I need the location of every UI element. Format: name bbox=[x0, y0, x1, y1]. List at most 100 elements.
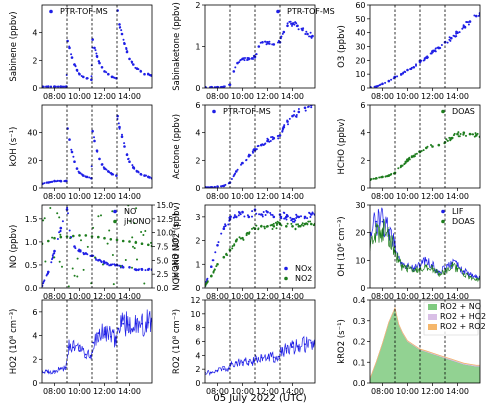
series-no-point bbox=[128, 266, 131, 269]
y-axis-label: Sabinaketone (ppbv) bbox=[172, 2, 182, 91]
x-tick-label: 08:00 bbox=[206, 92, 229, 101]
series-o3-sample bbox=[458, 31, 461, 34]
y-tick-label: 6 bbox=[360, 101, 365, 110]
axes-frame bbox=[369, 104, 481, 189]
x-tick-label: 08:00 bbox=[371, 292, 394, 301]
series-nox-sample bbox=[233, 214, 236, 217]
x-tick-label: 10:00 bbox=[68, 192, 91, 201]
series-doas-sample bbox=[476, 132, 479, 135]
series-koh-sample bbox=[88, 176, 91, 179]
series-no2-sample bbox=[312, 224, 315, 227]
y-tick-label: 2 bbox=[195, 365, 200, 374]
series-koh-sample bbox=[93, 136, 95, 139]
series-o3-sample bbox=[373, 85, 376, 88]
series-ptr-tof-ms-point bbox=[232, 70, 236, 73]
series-jhono-point bbox=[147, 243, 150, 247]
series-doas-sample bbox=[399, 166, 402, 169]
series-o3-sample bbox=[376, 85, 379, 88]
panel-hcho: 08:00 10:00 12:00 14:00 0 2 4 6 HCHO (ppbv) DOAS bbox=[337, 101, 481, 201]
x-tick-label: 10:00 bbox=[231, 387, 254, 396]
x-tick-label: 10:00 bbox=[68, 292, 91, 301]
series-koh-point bbox=[120, 135, 124, 139]
series-no-sample bbox=[82, 251, 85, 254]
axes-frame bbox=[41, 299, 153, 384]
series-no-sample bbox=[86, 253, 89, 256]
series-koh-sample bbox=[126, 153, 129, 156]
series-ptr-tof-ms-sample bbox=[268, 140, 271, 143]
series-ptr-tof-ms-sample bbox=[90, 75, 93, 78]
series-no-sample bbox=[47, 272, 49, 275]
axes-frame bbox=[204, 104, 316, 189]
series-jhono-sample bbox=[129, 220, 132, 223]
series-jhono-sample bbox=[144, 192, 146, 194]
series-ptr-tof-ms-sample bbox=[45, 85, 48, 88]
series-jhono-sample bbox=[44, 260, 47, 263]
series-ptr-tof-ms-sample bbox=[207, 186, 210, 188]
series-nox-point bbox=[216, 244, 219, 247]
series-jhono-sample bbox=[100, 214, 102, 217]
series-ptr-tof-ms-sample bbox=[244, 57, 246, 59]
series-jhono-sample bbox=[150, 241, 152, 244]
plot-area bbox=[205, 20, 314, 88]
y-tick-label: 0 bbox=[360, 284, 365, 293]
series-doas-sample bbox=[380, 176, 383, 178]
series-o3-sample bbox=[415, 64, 417, 67]
series-doas-sample bbox=[412, 154, 415, 157]
series-koh-sample bbox=[64, 179, 67, 182]
series-no2-sample bbox=[265, 225, 268, 228]
series-nox-sample bbox=[293, 220, 296, 223]
series-ptr-tof-ms-sample bbox=[255, 148, 258, 151]
series-nox-sample bbox=[241, 211, 244, 214]
series-no-sample bbox=[78, 249, 81, 251]
series-jhono-sample bbox=[67, 285, 70, 288]
series-no-sample bbox=[53, 250, 56, 253]
series-ho2-point bbox=[47, 371, 50, 374]
series-ptr-tof-ms-sample bbox=[252, 151, 254, 154]
series-ptr-tof-ms-point bbox=[261, 41, 264, 44]
series-doas-point bbox=[412, 270, 415, 273]
series-no2-sample bbox=[280, 224, 283, 227]
y-tick-label: 20 bbox=[355, 229, 365, 238]
series-ptr-tof-ms-sample bbox=[259, 41, 262, 44]
series-no2-sample bbox=[257, 227, 260, 230]
series-jhono-sample bbox=[140, 231, 143, 233]
series-ptr-tof-ms-sample bbox=[264, 40, 266, 43]
series-jhono-sample bbox=[59, 233, 62, 236]
series-doas-sample bbox=[446, 139, 449, 142]
series-ptr-tof-ms-point bbox=[236, 61, 239, 65]
series-no-point bbox=[59, 226, 63, 230]
series-no-sample bbox=[137, 269, 140, 272]
series-no-sample bbox=[42, 282, 45, 285]
plot-area bbox=[370, 306, 480, 383]
y-right-tick-label: 2.5 bbox=[157, 270, 169, 279]
series-koh-sample bbox=[45, 181, 48, 184]
series-lif-point bbox=[375, 220, 378, 223]
y-tick-label: 0 bbox=[32, 84, 37, 93]
series-ptr-tof-ms-sample bbox=[49, 85, 52, 88]
series-ptr-tof-ms-sample bbox=[123, 41, 126, 44]
series-ptr-tof-ms-sample bbox=[297, 28, 300, 31]
series-ro2-point bbox=[247, 360, 250, 363]
series-ptr-tof-ms-sample bbox=[281, 130, 284, 133]
legend-marker bbox=[276, 9, 280, 14]
series-jhono-point bbox=[59, 235, 63, 239]
series-doas-point bbox=[381, 229, 384, 231]
series-ptr-tof-ms-sample bbox=[139, 70, 142, 73]
series-no2-sample bbox=[299, 224, 302, 227]
series-ptr-tof-ms-sample bbox=[107, 73, 110, 76]
series-ptr-tof-ms-sample bbox=[233, 174, 236, 176]
series-ptr-tof-ms-point bbox=[247, 154, 251, 158]
series-ro2-point bbox=[272, 356, 275, 359]
series-doas-sample bbox=[378, 176, 381, 179]
y-axis-label: RO2 (10⁸ cm⁻³) bbox=[172, 309, 182, 374]
series-ptr-tof-ms-point bbox=[303, 106, 307, 110]
series-nox-sample bbox=[308, 211, 311, 214]
series-ptr-tof-ms-sample bbox=[230, 178, 233, 180]
series-no2-sample bbox=[294, 227, 297, 230]
series-jhono-sample bbox=[84, 306, 86, 308]
series-nox-sample bbox=[243, 215, 246, 218]
series-no2-sample bbox=[233, 243, 236, 246]
series-ptr-tof-ms-point bbox=[93, 46, 96, 50]
series-jhono-point bbox=[109, 238, 113, 241]
